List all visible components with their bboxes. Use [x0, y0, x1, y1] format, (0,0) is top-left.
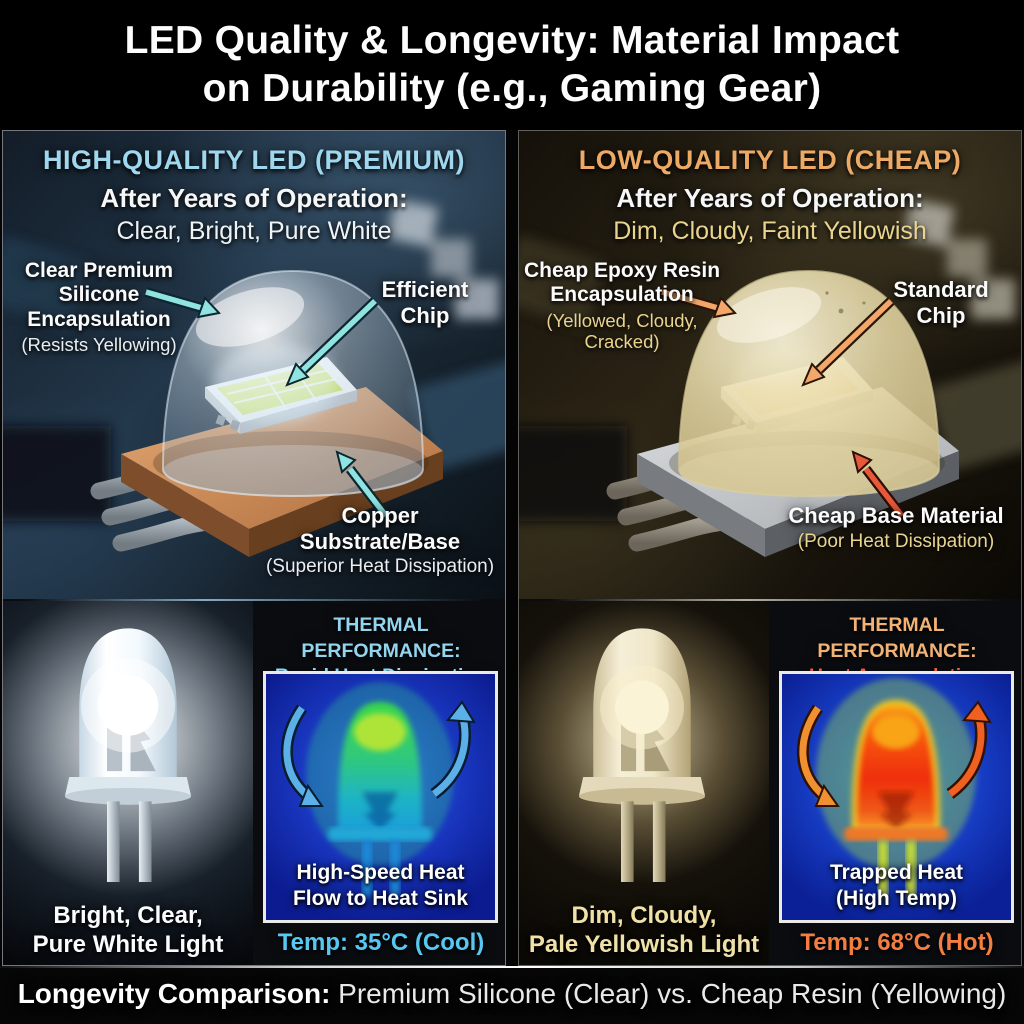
premium-smd-led-illustration — [3, 198, 505, 557]
thermal-image-premium: High-Speed Heat Flow to Heat Sink — [263, 671, 498, 923]
white-led-bulb-illustration — [65, 628, 191, 882]
cheap-base-annotation: Cheap Base Material (Poor Heat Dissipati… — [775, 503, 1017, 553]
thermal-led-hot-illustration — [796, 678, 992, 897]
footer-label: Longevity Comparison: — [17, 978, 331, 1009]
premium-header: HIGH-QUALITY LED (PREMIUM) — [43, 145, 465, 175]
cheap-light-caption: Dim, Cloudy, Pale Yellowish Light — [528, 902, 760, 959]
thermal-led-cool-illustration — [280, 682, 476, 897]
footer-divider — [0, 966, 1024, 968]
cheap-base-title: Cheap Base Material — [788, 503, 1004, 528]
premium-thermal-section: THERMAL PERFORMANCE: Rapid Heat Dissipat… — [255, 601, 505, 965]
cheap-smd-led-illustration — [519, 198, 1021, 557]
premium-light-caption: Bright, Clear, Pure White Light — [32, 902, 224, 959]
premium-encapsulation-note: (Resists Yellowing) — [21, 334, 177, 356]
cheap-encapsulation-title: Cheap Epoxy Resin Encapsulation — [523, 259, 721, 307]
cheap-thermal-title: THERMAL PERFORMANCE: Heat Accumulation — [771, 613, 1021, 690]
cheap-thermal-section: THERMAL PERFORMANCE: Heat Accumulation — [771, 601, 1021, 965]
heat-flow-arrow-left-icon — [280, 704, 324, 807]
premium-base-note: (Superior Heat Dissipation) — [265, 556, 495, 578]
comparison-columns: HIGH-QUALITY LED (PREMIUM) After Years o… — [2, 130, 1022, 966]
cheap-aging-result: Dim, Cloudy, Faint Yellowish — [613, 217, 927, 245]
premium-aging-label: After Years of Operation: — [100, 183, 408, 213]
encapsulation-arrow-icon — [144, 287, 221, 319]
cheap-encapsulation-note: (Yellowed, Cloudy, Cracked) — [546, 309, 698, 353]
yellowed-led-photo: Dim, Cloudy, Pale Yellowish Light — [519, 601, 769, 965]
heat-flow-arrow-right-icon — [430, 700, 476, 799]
base-arrow-icon — [851, 450, 906, 520]
premium-led-macro-photo: HIGH-QUALITY LED (PREMIUM) After Years o… — [3, 131, 505, 599]
circuit-board-background — [3, 198, 505, 521]
longevity-comparison-text: Longevity Comparison: Premium Silicone (… — [0, 978, 1024, 1010]
title-bar: LED Quality & Longevity: Material Impact… — [0, 0, 1024, 130]
section-divider — [519, 599, 1021, 601]
premium-aging-result: Clear, Bright, Pure White — [116, 217, 392, 245]
yellowed-led-bulb-illustration — [579, 628, 705, 882]
footer-value: Premium Silicone (Clear) vs. Cheap Resin… — [330, 978, 1007, 1009]
thermal-title-line1: THERMAL PERFORMANCE: — [817, 614, 977, 662]
cheap-chip-annotation: Standard Chip — [893, 277, 989, 328]
page-title: LED Quality & Longevity: Material Impact… — [124, 18, 900, 110]
circuit-board-background — [519, 198, 1021, 521]
encapsulation-arrow-icon — [660, 287, 737, 319]
cheap-aging-label: After Years of Operation: — [616, 183, 924, 213]
cheap-bottom-section: Dim, Cloudy, Pale Yellowish Light THERMA… — [519, 601, 1021, 965]
heat-trap-arrow-left-icon — [796, 704, 840, 807]
premium-chip-annotation: Efficient Chip — [381, 277, 469, 328]
cheap-column: LOW-QUALITY LED (CHEAP) After Years of O… — [518, 130, 1022, 966]
premium-encapsulation-annotation: Clear Premium Silicone Encapsulation (Re… — [3, 259, 195, 356]
premium-thermal-caption: High-Speed Heat Flow to Heat Sink — [292, 860, 468, 910]
chip-arrow-icon — [801, 297, 895, 387]
cheap-led-macro-photo: LOW-QUALITY LED (CHEAP) After Years of O… — [519, 131, 1021, 599]
chip-arrow-icon — [285, 297, 379, 387]
thermal-title-line1: THERMAL PERFORMANCE: — [301, 614, 461, 662]
premium-column: HIGH-QUALITY LED (PREMIUM) After Years o… — [2, 130, 506, 966]
premium-encapsulation-title: Clear Premium Silicone Encapsulation — [24, 259, 174, 331]
white-led-photo: Bright, Clear, Pure White Light — [3, 601, 253, 965]
cheap-encapsulation-annotation: Cheap Epoxy Resin Encapsulation (Yellowe… — [519, 259, 725, 353]
cheap-base-note: (Poor Heat Dissipation) — [797, 530, 995, 552]
substrate-arrow-icon — [335, 450, 390, 520]
footer-bar: Longevity Comparison: Premium Silicone (… — [0, 966, 1024, 1024]
thermal-image-cheap: Trapped Heat (High Temp) — [779, 671, 1014, 923]
premium-temp-reading: Temp: 35°C (Cool) — [277, 929, 485, 956]
heat-trap-arrow-right-icon — [946, 700, 992, 799]
cheap-header: LOW-QUALITY LED (CHEAP) — [578, 145, 962, 175]
premium-base-title: Copper Substrate/Base — [299, 503, 461, 554]
premium-bottom-section: Bright, Clear, Pure White Light THERMAL … — [3, 601, 505, 965]
section-divider — [3, 599, 505, 601]
premium-base-annotation: Copper Substrate/Base (Superior Heat Dis… — [259, 503, 501, 578]
cheap-thermal-caption: Trapped Heat (High Temp) — [829, 860, 964, 910]
cheap-temp-reading: Temp: 68°C (Hot) — [800, 929, 994, 956]
